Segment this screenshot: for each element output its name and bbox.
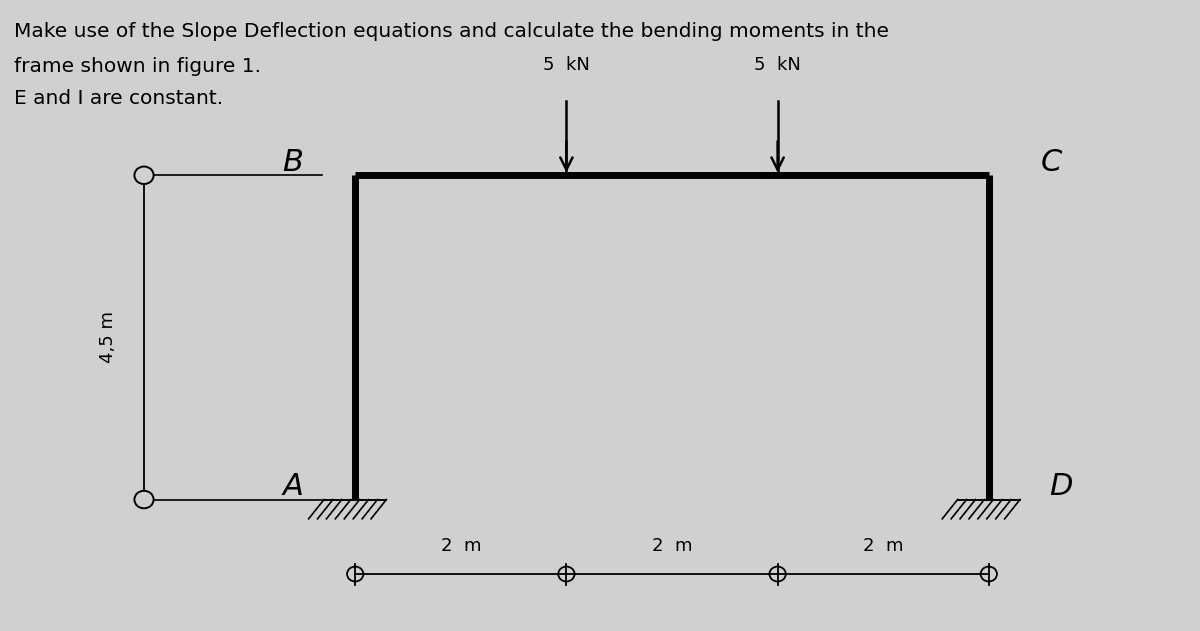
Text: 2  m: 2 m	[652, 537, 692, 555]
Text: C: C	[1040, 148, 1062, 177]
Text: 4,5 m: 4,5 m	[98, 312, 116, 363]
Text: B: B	[282, 148, 304, 177]
Text: E and I are constant.: E and I are constant.	[14, 90, 223, 109]
Text: D: D	[1049, 472, 1073, 501]
Text: 2  m: 2 m	[863, 537, 904, 555]
Text: Make use of the Slope Deflection equations and calculate the bending moments in : Make use of the Slope Deflection equatio…	[14, 22, 889, 41]
Text: frame shown in figure 1.: frame shown in figure 1.	[14, 57, 262, 76]
Text: 2  m: 2 m	[440, 537, 481, 555]
Text: 5  kN: 5 kN	[754, 57, 802, 74]
Text: 5  kN: 5 kN	[542, 57, 590, 74]
Text: A: A	[282, 472, 304, 501]
